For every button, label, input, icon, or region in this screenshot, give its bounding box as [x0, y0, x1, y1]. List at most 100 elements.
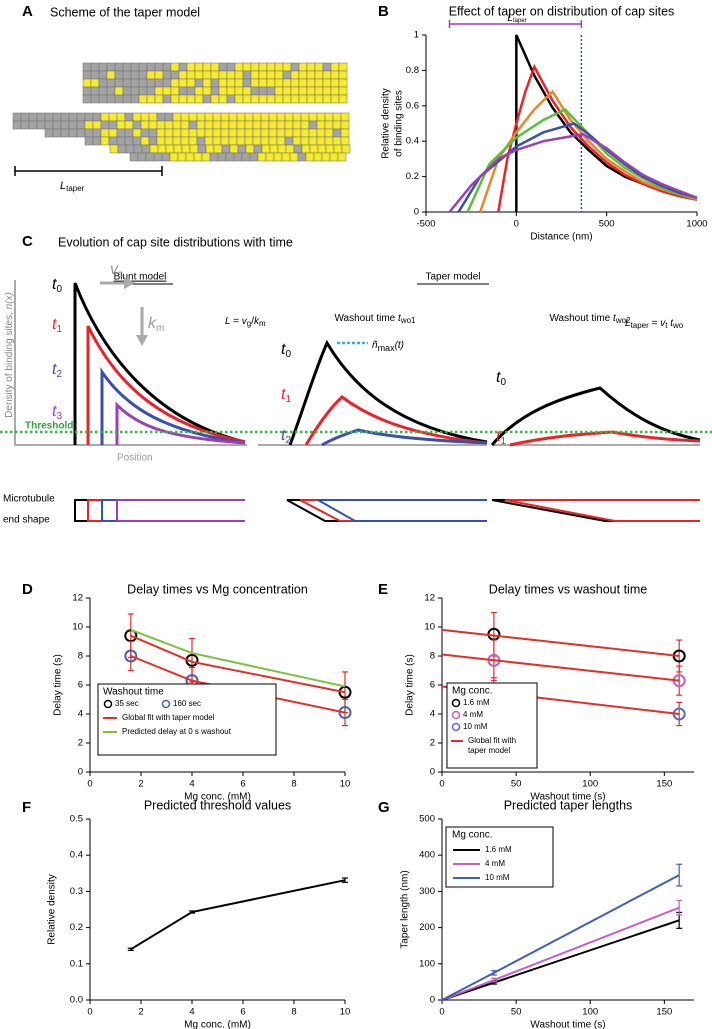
lattice-cell	[181, 144, 191, 154]
lattice-cell	[252, 128, 262, 138]
lattice-cell	[130, 86, 140, 96]
curve	[288, 339, 488, 446]
lattice-cell	[316, 136, 326, 146]
marker	[124, 649, 138, 663]
x-tick-label: 1000	[686, 219, 707, 230]
lattice-cell	[138, 70, 148, 80]
lattice-cell	[68, 112, 78, 122]
lattice-cell	[92, 128, 102, 138]
lattice-cell	[138, 78, 148, 88]
lattice-cell	[122, 70, 132, 80]
legend-label: 4 mM	[463, 710, 483, 719]
lattice-cell	[202, 94, 212, 104]
time-label: t0	[52, 276, 62, 294]
lattice-cell	[261, 144, 271, 154]
lattice-cell	[122, 62, 132, 72]
legend-entry: 1.6 mM	[463, 698, 490, 707]
lattice-cell	[132, 128, 142, 138]
lattice-cell	[137, 152, 147, 162]
lattice-cell	[122, 78, 132, 88]
y-tick-label: 300	[419, 886, 435, 897]
taper-span	[448, 20, 583, 28]
lattice-cell	[274, 86, 284, 96]
text-part: t	[52, 316, 57, 333]
lattice-cell	[276, 112, 286, 122]
error-bar	[490, 977, 497, 983]
lattice-cell	[204, 128, 214, 138]
lattice-cell	[234, 62, 244, 72]
lattice-cell	[138, 94, 148, 104]
error-bar	[127, 947, 134, 952]
lattice-cell	[330, 86, 340, 96]
lattice-cell	[257, 152, 267, 162]
lattice-cell	[276, 136, 286, 146]
lattice-cell	[284, 136, 294, 146]
lattice-cell	[210, 70, 220, 80]
error-bar	[676, 863, 683, 887]
curve	[304, 395, 488, 446]
lattice-cell	[90, 70, 100, 80]
lattice-cell	[245, 144, 255, 154]
series-line	[441, 906, 680, 1001]
lattice-cell	[290, 94, 300, 104]
lattice-cell	[210, 86, 220, 96]
x-axis-label: Distance (nm)	[530, 232, 592, 243]
lattice-cell	[250, 70, 260, 80]
lattice-cell	[276, 120, 286, 130]
lattice-cell	[236, 120, 246, 130]
lattice-cell	[201, 152, 211, 162]
lattice-cell	[196, 120, 206, 130]
lattice-cell	[98, 70, 108, 80]
rate-label: km	[148, 315, 164, 333]
text-part: Washout time	[549, 313, 613, 324]
text-part: t	[52, 361, 57, 378]
series-line	[441, 874, 680, 1001]
lattice-cell	[298, 70, 308, 80]
lattice-cell	[306, 94, 316, 104]
lattice-cell	[170, 94, 180, 104]
position-label: Position	[117, 453, 153, 464]
lattice-cell	[301, 144, 311, 154]
lattice-cell	[242, 62, 252, 72]
lattice-cell	[188, 112, 198, 122]
text-sub: taper	[631, 321, 650, 330]
lattice-cell	[268, 128, 278, 138]
lattice-cell	[205, 144, 215, 154]
lattice-cell	[154, 94, 164, 104]
lattice-cell	[154, 62, 164, 72]
lattice-cell	[180, 128, 190, 138]
lattice-cell	[202, 78, 212, 88]
lattice-cell	[202, 86, 212, 96]
chart-title: Delay times vs Mg concentration	[127, 582, 308, 596]
lattice-cell	[138, 62, 148, 72]
lattice-cell	[185, 152, 195, 162]
legend-title: Mg conc.	[452, 830, 493, 841]
lattice-cell	[289, 152, 299, 162]
lattice-cell	[292, 136, 302, 146]
lattice-cell	[20, 120, 30, 130]
lattice-cell	[266, 70, 276, 80]
lattice-cell	[130, 94, 140, 104]
lattice-cell	[233, 152, 243, 162]
taper2-curves	[490, 386, 701, 447]
lattice-cell	[221, 144, 231, 154]
lattice-cell	[306, 78, 316, 88]
lattice-cell	[186, 86, 196, 96]
lattice-cell	[194, 86, 204, 96]
legend-entry: Predicted delay at 0 s washout	[122, 727, 231, 736]
legend-marker	[161, 699, 171, 709]
lattice-cell	[106, 62, 116, 72]
lattice-cell	[108, 128, 118, 138]
lattice-cell	[84, 120, 94, 130]
lattice-cell	[145, 152, 155, 162]
series-line	[448, 132, 698, 213]
lattice-cell	[285, 144, 295, 154]
lattice-cell	[218, 62, 228, 72]
lattice-cell	[282, 78, 292, 88]
lattice-cell	[106, 70, 116, 80]
chart-title: Predicted threshold values	[144, 798, 291, 812]
lattice-cell	[146, 70, 156, 80]
lattice-cell	[84, 136, 94, 146]
time-label: t0	[496, 369, 506, 387]
legend-entry: 1.6 mM	[485, 845, 512, 854]
